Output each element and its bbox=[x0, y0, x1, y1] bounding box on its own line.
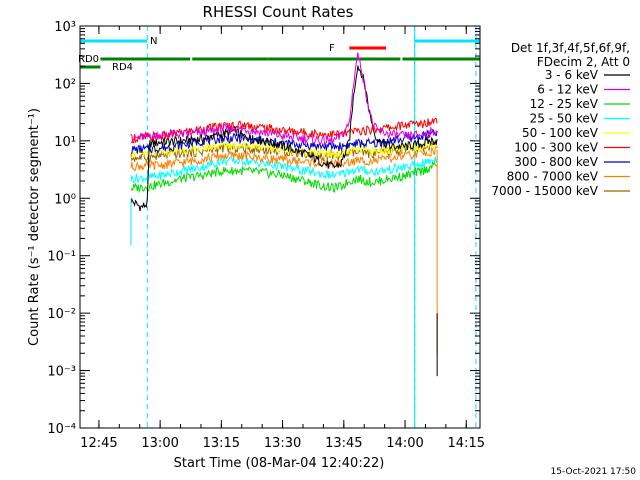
legend-entry-label: 7000 - 15000 keV bbox=[491, 184, 598, 198]
legend-entry-label: 100 - 300 keV bbox=[514, 141, 598, 155]
y-tick-label: 10⁻² bbox=[47, 307, 76, 322]
y-tick-label: 10¹ bbox=[54, 135, 76, 150]
y-axis-label: Count Rate (s⁻¹ detector segment⁻¹) bbox=[27, 108, 42, 346]
x-tick-label: 13:45 bbox=[325, 436, 362, 451]
legend-entry-label: 50 - 100 keV bbox=[522, 126, 599, 140]
series-line-12_25keV bbox=[130, 161, 438, 194]
rd0-flag-label: RD0 bbox=[78, 54, 99, 65]
y-tick-label: 10³ bbox=[54, 20, 76, 35]
legend-header-line-1: Det 1f,3f,4f,5f,6f,9f, bbox=[511, 41, 630, 55]
x-axis-label: Start Time (08-Mar-04 12:40:22) bbox=[174, 456, 385, 471]
night-flag-label: N bbox=[150, 36, 157, 47]
x-tick-label: 12:45 bbox=[80, 436, 117, 451]
x-tick-label: 13:30 bbox=[264, 436, 301, 451]
x-tick-label: 13:00 bbox=[141, 436, 178, 451]
series-line-3_6keV bbox=[130, 65, 438, 211]
plot-frame bbox=[79, 25, 481, 429]
legend-entry-label: 3 - 6 keV bbox=[545, 68, 599, 82]
legend: Det 1f,3f,4f,5f,6f,9f, FDecim 2, Att 0 3… bbox=[491, 41, 630, 198]
y-tick-label: 10⁻³ bbox=[47, 365, 76, 380]
footer-date: 15-Oct-2021 17:50 bbox=[551, 467, 637, 477]
rd4-flag-label: RD4 bbox=[112, 62, 133, 73]
plot-area: N RD0 RD4 F bbox=[78, 26, 480, 428]
legend-header-line-2: FDecim 2, Att 0 bbox=[537, 55, 630, 69]
series-line-25_50keV bbox=[130, 155, 438, 184]
x-tick-label: 14:15 bbox=[448, 436, 485, 451]
flare-flag-label: F bbox=[329, 43, 335, 54]
y-tick-label: 10² bbox=[54, 77, 76, 92]
series-line-100_300keV bbox=[130, 117, 438, 144]
y-tick-label: 10⁻⁴ bbox=[47, 422, 76, 437]
axes: 12:45 13:00 13:15 13:30 13:45 14:00 14:15 10⁻⁴ 1… bbox=[47, 20, 485, 451]
legend-entry-label: 800 - 7000 keV bbox=[507, 170, 599, 184]
x-tick-label: 14:00 bbox=[386, 436, 423, 451]
series-line-800_7000keV bbox=[130, 146, 438, 172]
x-tick-label: 13:15 bbox=[203, 436, 240, 451]
legend-entry-label: 300 - 800 keV bbox=[514, 155, 598, 169]
legend-entry-label: 12 - 25 keV bbox=[530, 97, 599, 111]
legend-entry-label: 25 - 50 keV bbox=[530, 112, 599, 126]
y-tick-label: 10⁻¹ bbox=[47, 250, 76, 265]
legend-entry-label: 6 - 12 keV bbox=[537, 83, 599, 97]
chart-title: RHESSI Count Rates bbox=[203, 3, 354, 21]
y-tick-label: 10⁰ bbox=[54, 192, 76, 207]
series-line-6_12keV bbox=[130, 52, 438, 146]
